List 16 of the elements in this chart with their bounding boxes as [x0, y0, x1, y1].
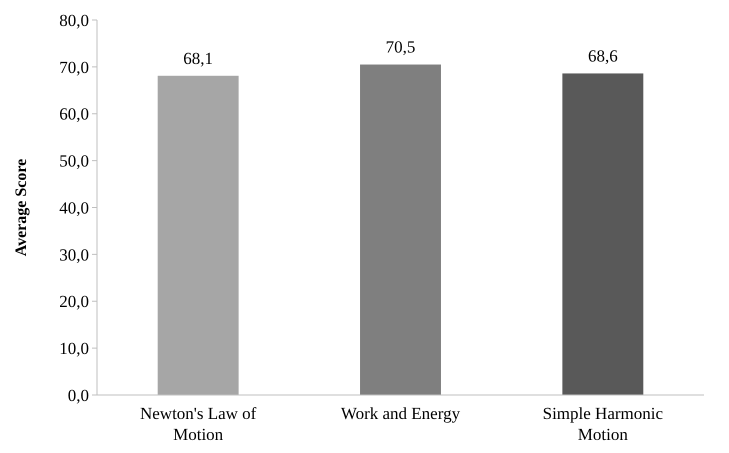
data-label: 68,1: [183, 48, 214, 68]
y-tick-label: 40,0: [59, 198, 89, 218]
y-tick-label: 10,0: [59, 339, 89, 358]
x-tick-label: Simple Harmonic Motion: [542, 404, 664, 444]
y-tick-label: 70,0: [59, 58, 89, 77]
x-tick-label: Work and Energy: [340, 404, 461, 423]
data-label: 68,6: [588, 46, 618, 66]
x-tick-label: Newton's Law of Motion: [140, 404, 257, 444]
data-label: 70,5: [386, 38, 416, 57]
y-tick-label: 60,0: [59, 104, 89, 124]
y-tick-label: 80,0: [59, 10, 89, 30]
y-tick-label: 20,0: [59, 292, 89, 312]
y-tick-label: 0,0: [68, 386, 89, 405]
y-axis-title: Average Score: [13, 158, 30, 256]
y-tick-label: 30,0: [59, 245, 89, 264]
y-tick-label: 50,0: [59, 152, 89, 171]
